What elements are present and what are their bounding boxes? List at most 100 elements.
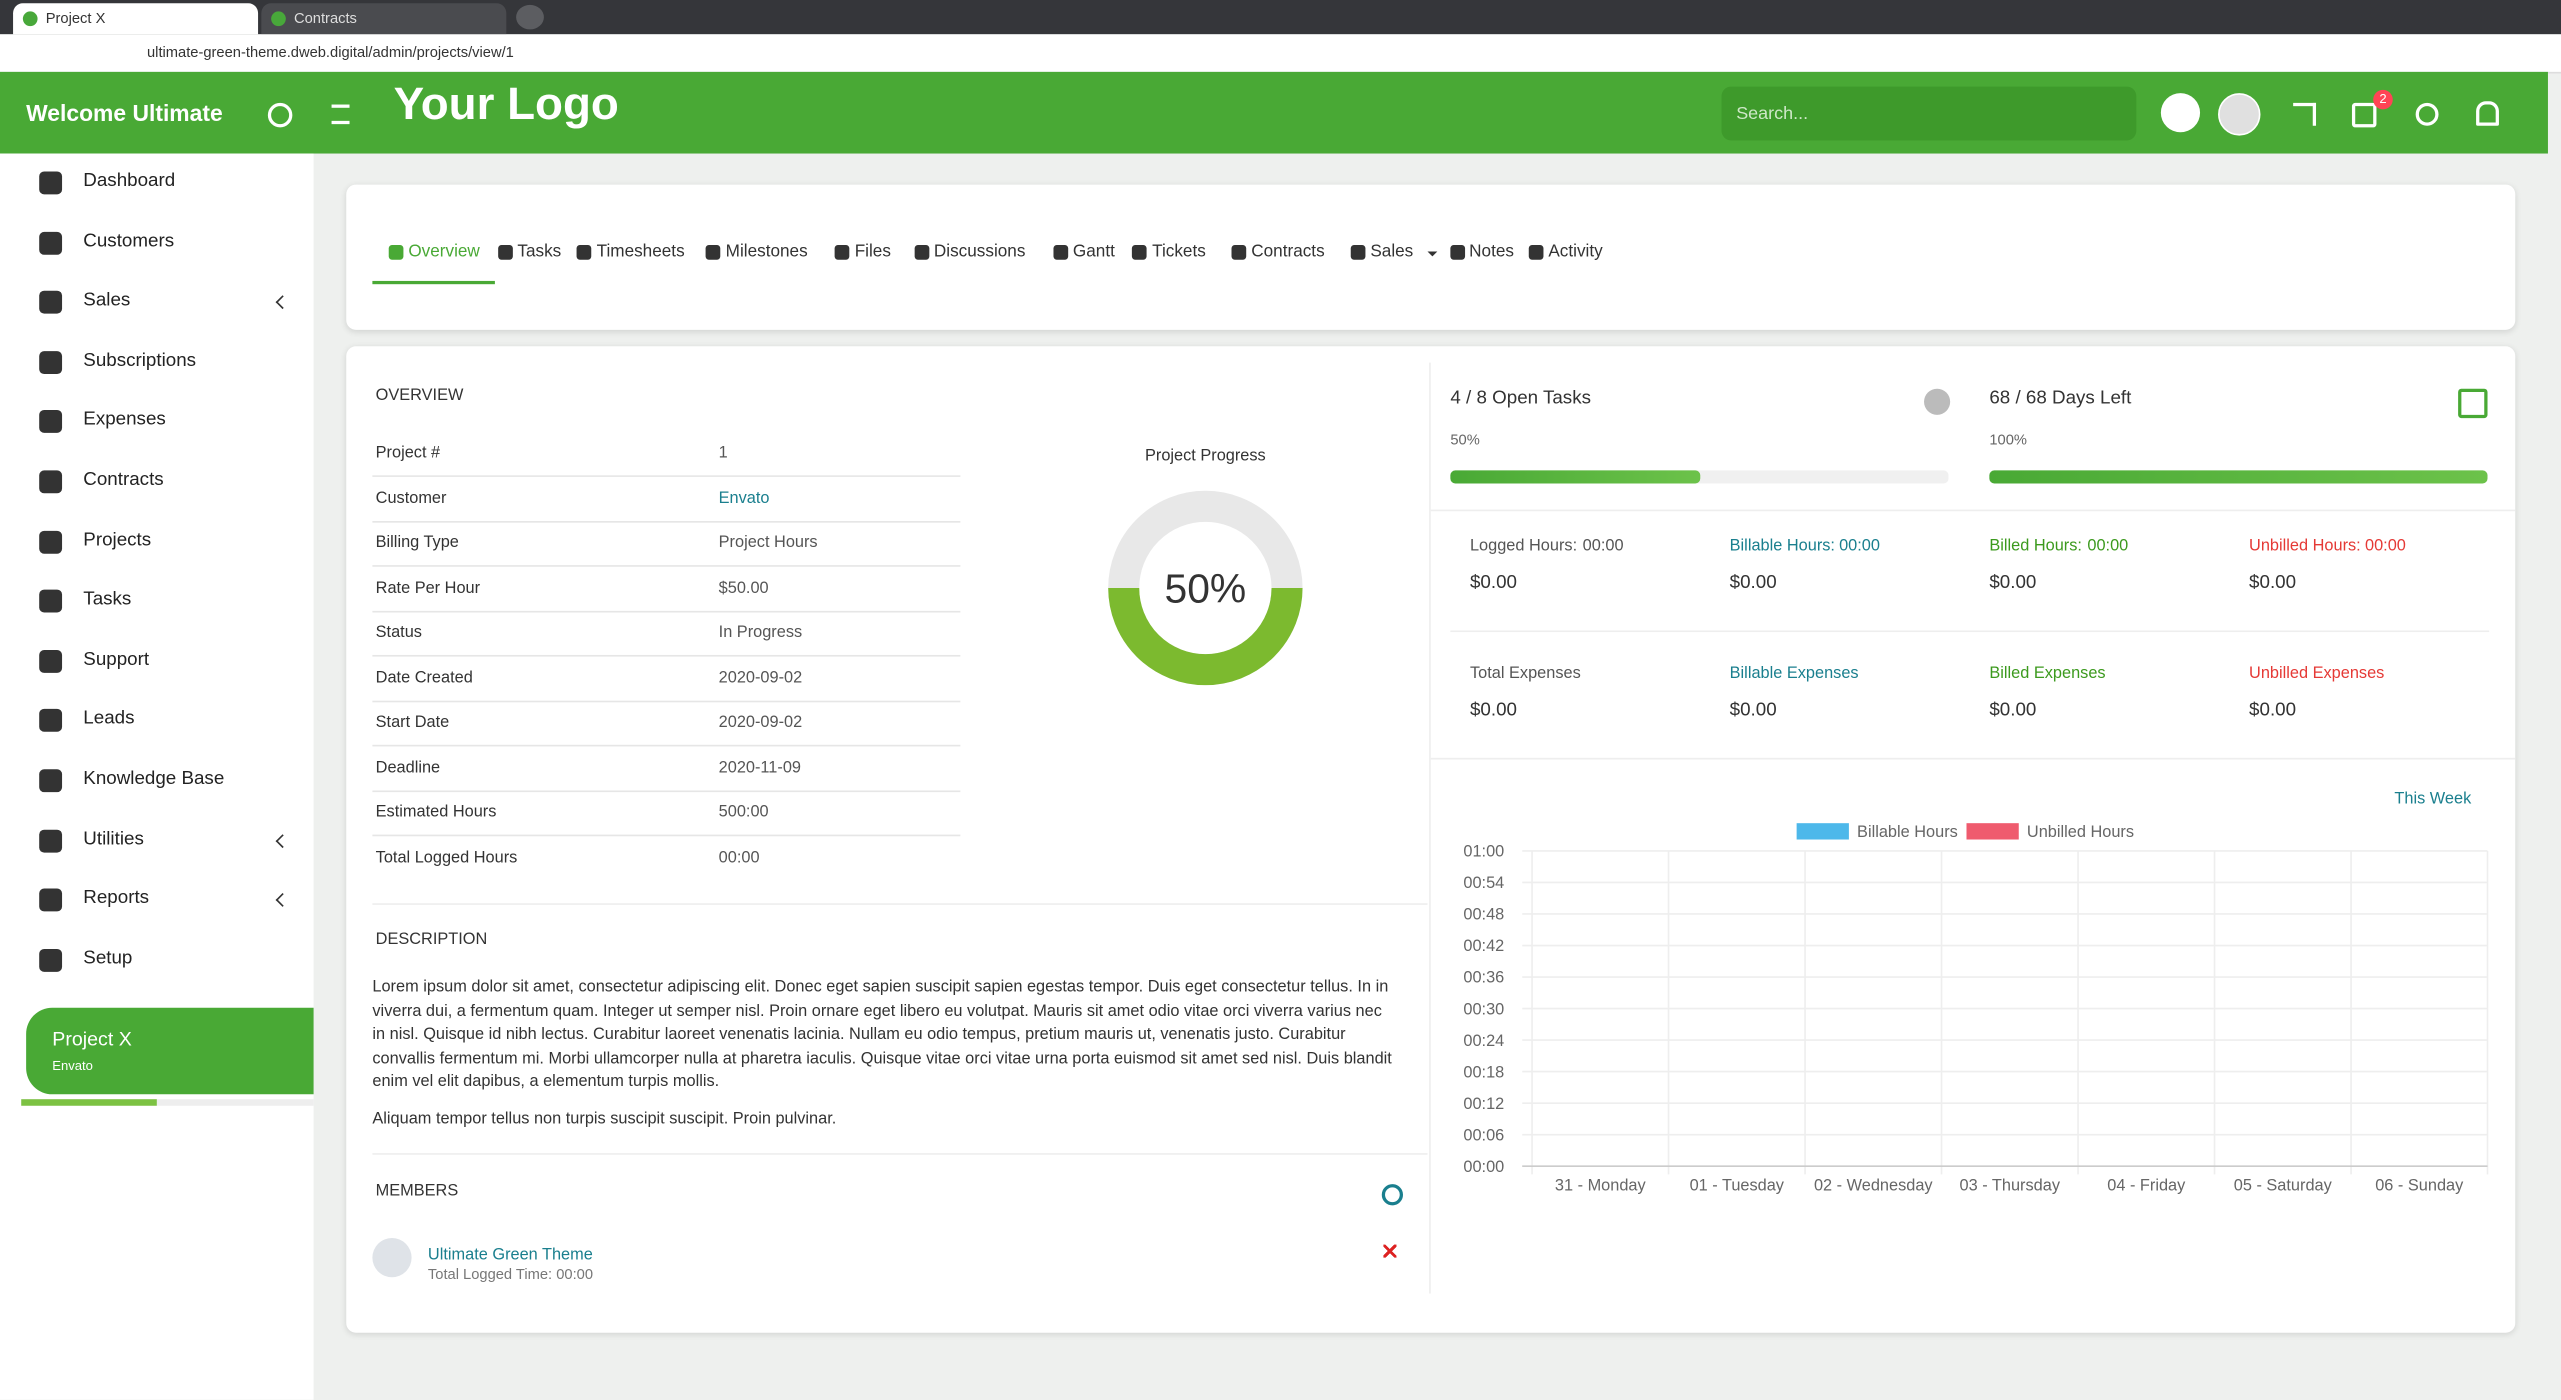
progress-fill <box>1989 470 2488 484</box>
tab-icon <box>388 244 404 260</box>
days-label: 68 / 68 Days Left <box>1989 388 2132 409</box>
row-label: Billing Type <box>375 534 459 553</box>
tab-label: Timesheets <box>596 241 685 262</box>
tab-icon <box>497 244 513 260</box>
progress-fill <box>1450 470 1700 484</box>
period-dropdown[interactable]: This Week <box>2394 790 2472 809</box>
project-progress-track <box>21 1099 314 1106</box>
menu-icon <box>39 948 63 972</box>
search-button[interactable] <box>2160 93 2201 133</box>
section-heading: MEMBERS <box>375 1182 459 1201</box>
menu-icon <box>39 171 63 195</box>
menu-icon <box>39 888 63 912</box>
menu-icon <box>39 709 63 733</box>
menu-icon <box>39 231 63 255</box>
tab-icon <box>1350 244 1366 260</box>
stat-hours: 00:00 <box>2087 537 2129 556</box>
days-percent: 100% <box>1989 431 2027 448</box>
settings-icon[interactable] <box>1381 1184 1404 1206</box>
menu-label: Leads <box>83 709 135 730</box>
menu-label: Utilities <box>83 829 144 849</box>
stat-value: $0.00 <box>1729 700 1777 721</box>
remove-member[interactable] <box>1383 1244 1397 1258</box>
tab-icon <box>706 244 721 260</box>
tasks-percent: 50% <box>1450 431 1480 448</box>
browser-tab[interactable]: Contracts <box>261 3 507 35</box>
row-value: 2020-09-02 <box>718 713 803 732</box>
member-name[interactable]: Ultimate Green Theme <box>427 1246 593 1265</box>
row-value: 1 <box>718 444 728 463</box>
row-label: Start Date <box>375 713 450 732</box>
search-box[interactable]: Search... <box>1721 86 2137 141</box>
divider <box>1430 509 2516 512</box>
row-divider <box>372 654 961 657</box>
tab-label: Milestones <box>725 241 808 262</box>
column-divider <box>1429 362 1431 1294</box>
row-divider <box>372 834 961 837</box>
tab-icon <box>577 244 592 260</box>
menu-label: Sales <box>83 291 131 311</box>
row-label: Project # <box>375 444 441 463</box>
bell-icon[interactable] <box>2476 101 2499 126</box>
menu-icon <box>39 291 63 314</box>
new-tab-button[interactable] <box>516 4 544 30</box>
tab[interactable] <box>372 225 495 285</box>
menu-icon <box>39 470 63 494</box>
stat-label: Billable Hours: <box>1729 537 1835 556</box>
y-tick-label: 00:12 <box>1463 1095 1504 1113</box>
share-icon[interactable] <box>2293 102 2317 126</box>
progress-label: 50% <box>1165 566 1247 612</box>
row-value[interactable]: Envato <box>718 489 770 508</box>
row-label: Rate Per Hour <box>375 579 481 597</box>
row-label: Estimated Hours <box>375 803 497 822</box>
menu-label: Projects <box>83 530 152 550</box>
y-tick-label: 00:00 <box>1463 1158 1504 1176</box>
tab-label: Contracts <box>1251 241 1325 262</box>
row-label: Date Created <box>375 668 473 687</box>
menu-label: Knowledge Base <box>83 769 225 789</box>
menu-icon <box>39 530 63 554</box>
dropdown-caret <box>1426 251 1437 262</box>
stat-value: $0.00 <box>1469 700 1517 721</box>
x-tick-label: 31 - Monday <box>1555 1177 1647 1195</box>
progress-title: Project Progress <box>1145 447 1266 465</box>
menu-icon <box>39 589 63 613</box>
divider <box>372 1153 1428 1155</box>
y-tick-label: 00:30 <box>1463 1000 1504 1018</box>
user-avatar[interactable] <box>2218 93 2261 136</box>
welcome: Welcome Ultimate <box>26 99 223 126</box>
power-button[interactable] <box>267 102 293 128</box>
search-placeholder: Search... <box>1736 104 1809 125</box>
menu-icon <box>39 649 63 673</box>
stat-label: Logged Hours: <box>1469 537 1578 556</box>
url[interactable]: ultimate-green-theme.dweb.digital/admin/… <box>146 44 514 61</box>
tasks-icon[interactable] <box>2351 102 2377 128</box>
x-tick-label: 02 - Wednesday <box>1814 1177 1933 1195</box>
project-card[interactable]: Project X Envato <box>26 1007 314 1095</box>
tab-label: Tasks <box>517 241 562 262</box>
tab-icon <box>1528 244 1544 260</box>
calendar-icon <box>2458 388 2488 419</box>
progress-donut: Project Progress 50% <box>1108 447 1303 686</box>
row-value: 00:00 <box>718 848 760 867</box>
menu-label: Tasks <box>83 589 132 610</box>
y-tick-label: 00:18 <box>1463 1063 1504 1081</box>
timer-icon[interactable] <box>2415 102 2439 126</box>
menu-label: Setup <box>83 948 133 969</box>
row-divider <box>372 789 961 792</box>
row-label: Status <box>375 623 422 642</box>
notification-badge: 2 <box>2373 89 2393 110</box>
x-tick-label: 01 - Tuesday <box>1690 1177 1785 1195</box>
stat-label: Total Expenses <box>1469 664 1581 683</box>
menu-icon <box>39 829 63 852</box>
y-tick-label: 00:06 <box>1463 1126 1504 1144</box>
menu-label: Reports <box>83 888 150 909</box>
legend-label: Unbilled Hours <box>2027 823 2134 841</box>
menu-toggle[interactable] <box>331 104 350 125</box>
row-divider <box>372 565 961 567</box>
row-label: Total Logged Hours <box>375 848 518 867</box>
browser-tab[interactable]: Project X <box>13 3 259 35</box>
tab-label: Sales <box>1370 241 1414 262</box>
